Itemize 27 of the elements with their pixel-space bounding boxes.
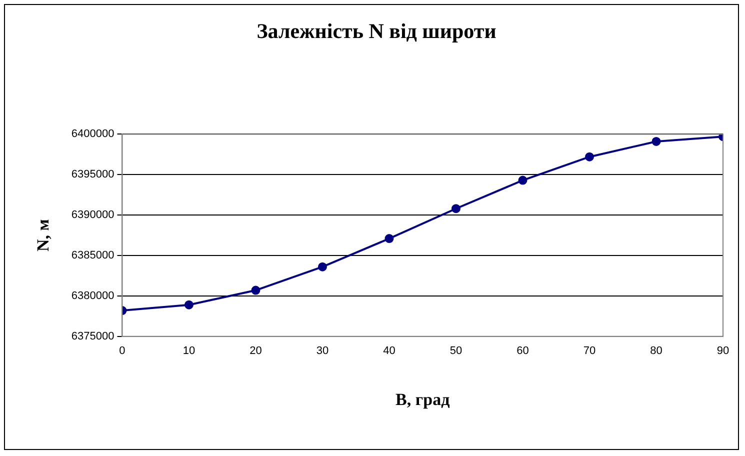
- x-tick-label: 20: [250, 345, 262, 358]
- x-tick-label: 90: [716, 345, 730, 358]
- x-tick-label: 70: [583, 345, 596, 358]
- y-tick-label: 6385000: [71, 250, 114, 262]
- x-tick-label: 0: [119, 345, 126, 358]
- y-tick-label: 6390000: [71, 209, 114, 222]
- point: [518, 176, 528, 185]
- y-tick-label: 6400000: [71, 128, 114, 140]
- x-tick-label: 40: [383, 345, 396, 358]
- x-tick-label: 30: [316, 345, 329, 358]
- x-tick-label: 50: [450, 345, 462, 358]
- point: [251, 286, 260, 295]
- chart-title: Залежність N від широти: [256, 19, 496, 44]
- point: [384, 234, 394, 244]
- y-tick-label: 6395000: [71, 168, 114, 181]
- x-axis-title: B, град: [396, 390, 450, 410]
- point: [652, 136, 661, 146]
- y-tick-label: 6375000: [71, 330, 114, 342]
- x-tick-label: 10: [182, 345, 196, 358]
- y-tick-label: 6380000: [71, 290, 114, 302]
- point: [184, 300, 194, 310]
- point: [318, 262, 327, 272]
- y-axis-title: N, м: [34, 218, 53, 252]
- x-tick-label: 80: [650, 345, 662, 358]
- point: [584, 152, 594, 162]
- x-tick-label: 60: [516, 345, 529, 358]
- point: [451, 204, 460, 214]
